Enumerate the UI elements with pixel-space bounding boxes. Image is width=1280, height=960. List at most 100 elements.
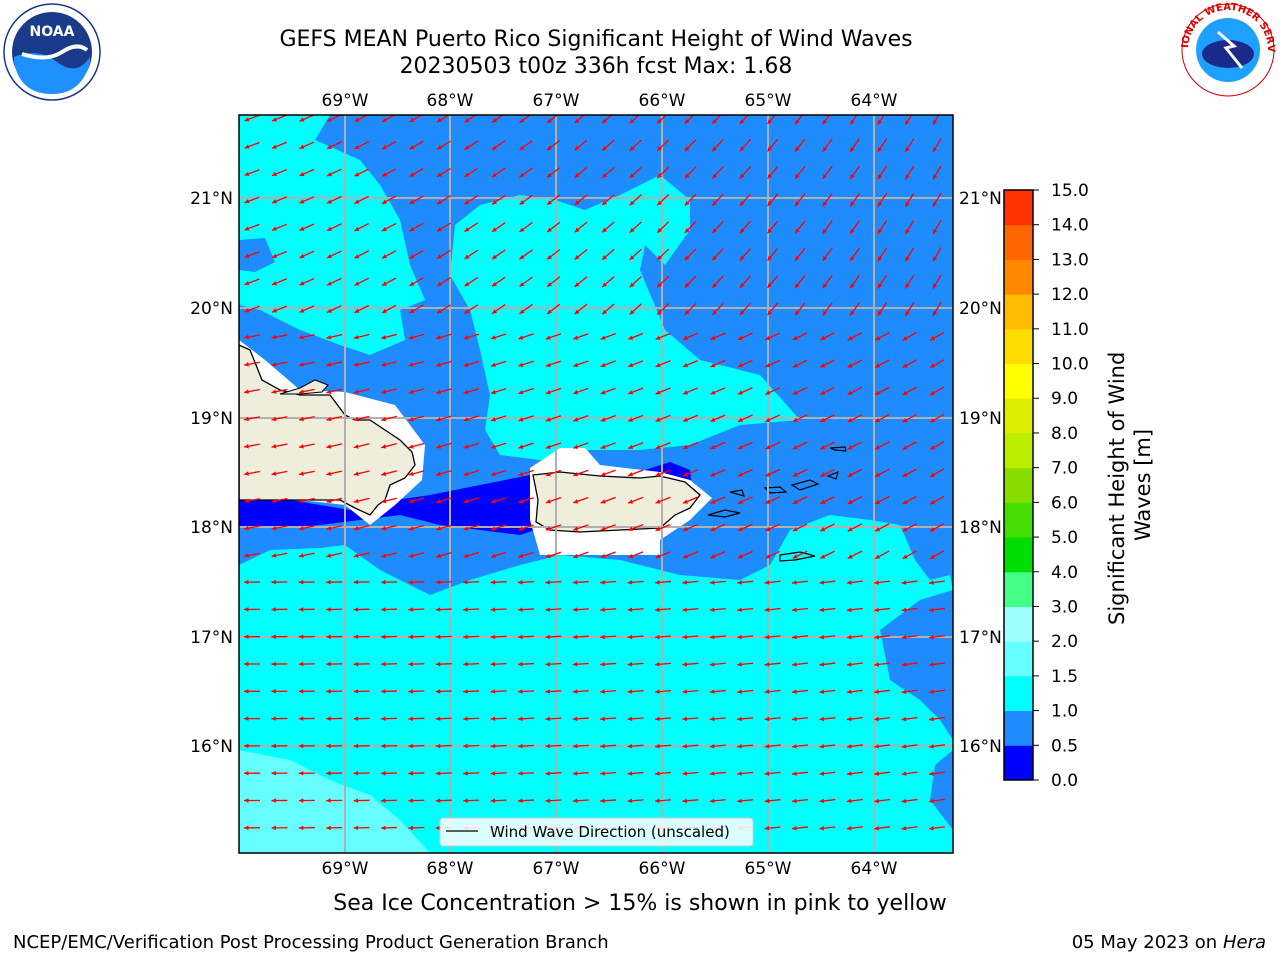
- wave-direction-arrow: [271, 716, 288, 721]
- wave-direction-arrow: [846, 634, 863, 640]
- wave-direction-arrow: [546, 276, 561, 288]
- wave-direction-arrow: [408, 388, 425, 395]
- wave-direction-arrow: [682, 771, 699, 776]
- colorbar-segment: [1004, 259, 1033, 295]
- wave-direction-arrow: [904, 301, 915, 317]
- wave-direction-arrow: [244, 416, 260, 422]
- wave-direction-arrow: [627, 607, 644, 612]
- wave-direction-arrow: [822, 165, 833, 180]
- wave-direction-arrow: [298, 743, 315, 749]
- wave-direction-arrow: [929, 413, 945, 423]
- wave-direction-arrow: [710, 551, 726, 559]
- wave-direction-arrow: [298, 388, 315, 394]
- wave-direction-arrow: [408, 497, 425, 504]
- wave-direction-arrow: [490, 497, 507, 504]
- wave-direction-arrow: [739, 248, 752, 261]
- wave-direction-arrow: [271, 334, 288, 340]
- wave-direction-arrow: [463, 470, 480, 477]
- colorbar-segment: [1004, 537, 1033, 573]
- wave-direction-arrow: [298, 607, 315, 612]
- wave-direction-arrow: [545, 689, 562, 694]
- wave-direction-arrow: [627, 387, 644, 395]
- wave-direction-arrow: [243, 743, 261, 749]
- map-gridlines: [239, 115, 953, 853]
- wave-direction-arrow: [904, 192, 915, 208]
- wave-direction-arrow: [629, 303, 642, 315]
- wave-direction-arrow: [928, 744, 946, 749]
- wave-direction-arrow: [600, 743, 617, 749]
- wave-direction-arrow: [271, 552, 288, 558]
- wave-direction-arrow: [464, 167, 479, 178]
- wave-direction-arrow: [435, 689, 452, 694]
- wave-direction-arrow: [464, 276, 479, 287]
- wave-direction-arrow: [381, 497, 397, 504]
- lon-label-top: 69°W: [322, 91, 369, 111]
- lat-label-left: 19°N: [190, 409, 233, 429]
- wave-direction-arrow: [739, 138, 752, 152]
- wave-direction-arrow: [491, 140, 506, 151]
- wave-direction-arrow: [600, 524, 616, 531]
- wave-direction-arrow: [601, 276, 615, 288]
- wave-direction-arrow: [849, 138, 860, 153]
- wave-direction-arrow: [877, 274, 888, 289]
- wave-direction-arrow: [517, 607, 535, 612]
- wave-direction-arrow: [791, 825, 809, 831]
- wave-direction-arrow: [326, 661, 343, 667]
- wave-direction-arrow: [381, 443, 397, 449]
- wave-direction-arrow: [819, 496, 835, 505]
- wave-direction-arrow: [381, 524, 397, 531]
- wave-direction-arrow: [381, 222, 397, 232]
- colorbar-segment: [1004, 467, 1033, 503]
- wave-direction-arrow: [545, 497, 562, 504]
- wave-direction-arrow: [326, 141, 342, 150]
- wave-direction-arrow: [791, 689, 809, 694]
- wave-direction-arrow: [791, 798, 809, 804]
- wave-direction-arrow: [846, 716, 863, 722]
- wave-direction-arrow: [490, 689, 507, 694]
- wave-direction-arrow: [545, 333, 562, 340]
- wave-direction-arrow: [877, 302, 888, 317]
- wave-direction-arrow: [463, 716, 480, 722]
- colorbar-tick-label: 7.0: [1051, 459, 1078, 479]
- wave-direction-arrow: [326, 415, 343, 422]
- wave-direction-arrow: [271, 689, 288, 694]
- wave-direction-arrow: [574, 276, 588, 288]
- wave-direction-arrow: [877, 220, 888, 235]
- wave-direction-arrow: [298, 552, 315, 558]
- wave-direction-arrow: [739, 166, 752, 180]
- wave-direction-arrow: [490, 360, 507, 367]
- wave-direction-arrow: [627, 551, 644, 559]
- wave-direction-arrow: [710, 387, 726, 395]
- wave-direction-arrow: [877, 192, 888, 207]
- wave-direction-arrow: [846, 744, 863, 749]
- wave-direction-arrow: [271, 743, 288, 749]
- wave-direction-arrow: [408, 470, 425, 477]
- lon-label-top: 68°W: [427, 91, 474, 111]
- wave-direction-arrow: [435, 661, 452, 667]
- wave-direction-arrow: [627, 332, 644, 340]
- wave-direction-arrow: [901, 716, 918, 722]
- wave-direction-arrow: [298, 497, 315, 504]
- wave-direction-arrow: [849, 115, 858, 125]
- wave-direction-arrow: [766, 247, 779, 262]
- wave-direction-arrow: [791, 771, 809, 776]
- wave-direction-arrow: [627, 743, 644, 749]
- wave-direction-arrow: [846, 798, 863, 804]
- wave-direction-arrow: [518, 469, 534, 477]
- wave-direction-arrow: [463, 497, 480, 504]
- wave-direction-arrow: [874, 386, 890, 396]
- wave-direction-arrow: [932, 192, 942, 208]
- wave-direction-arrow: [519, 249, 533, 260]
- wave-direction-arrow: [380, 743, 398, 749]
- wave-direction-arrow: [463, 634, 480, 640]
- wave-direction-arrow: [519, 194, 533, 206]
- wave-direction-arrow: [739, 193, 752, 207]
- wave-direction-arrow: [519, 276, 533, 288]
- wave-direction-arrow: [656, 193, 670, 206]
- wave-direction-arrow: [243, 607, 261, 612]
- colorbar-label-line2: Waves [m]: [1131, 429, 1155, 541]
- wave-direction-arrow: [682, 496, 699, 504]
- wave-direction-arrow: [353, 798, 370, 803]
- wave-direction-arrow: [546, 221, 561, 233]
- wave-direction-arrow: [545, 580, 562, 585]
